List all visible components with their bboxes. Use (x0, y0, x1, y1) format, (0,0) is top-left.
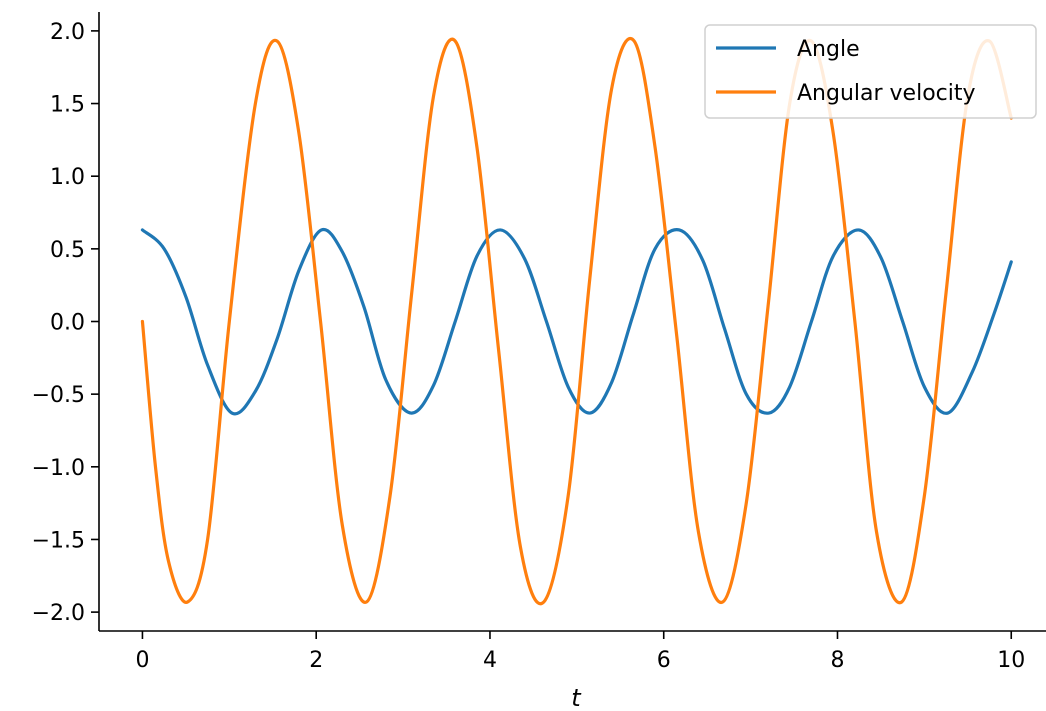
y-tick-label: −1.5 (32, 528, 85, 553)
y-axis-ticks: 2.0 1.5 1.0 0.5 0.0 −0.5 −1.0 −1.5 −2.0 (32, 20, 99, 626)
y-tick-label: −2.0 (32, 601, 85, 626)
legend-label: Angular velocity (797, 81, 976, 106)
y-tick-label: 1.5 (50, 93, 85, 118)
y-tick-label: 0.0 (50, 311, 85, 336)
series-line-angle (140, 227, 1013, 416)
y-tick-label: −1.0 (32, 456, 85, 481)
x-tick-label: 8 (830, 648, 844, 673)
x-axis-label: t (571, 684, 582, 711)
y-tick-label: −0.5 (32, 383, 85, 408)
y-tick-label: 0.5 (50, 238, 85, 263)
x-tick-label: 2 (309, 648, 323, 673)
x-tick-label: 0 (135, 648, 149, 673)
legend-box (704, 24, 1037, 119)
x-axis-ticks: 0 2 4 6 8 10 (135, 631, 1025, 673)
legend-label: Angle (797, 37, 860, 62)
series-line-angular-velocity (140, 37, 1013, 606)
x-tick-label: 4 (483, 648, 497, 673)
plot-area (140, 37, 1013, 606)
x-tick-label: 6 (657, 648, 671, 673)
legend: Angle Angular velocity (704, 24, 1037, 119)
y-tick-label: 2.0 (50, 20, 85, 45)
y-tick-label: 1.0 (50, 165, 85, 190)
x-tick-label: 10 (997, 648, 1025, 673)
